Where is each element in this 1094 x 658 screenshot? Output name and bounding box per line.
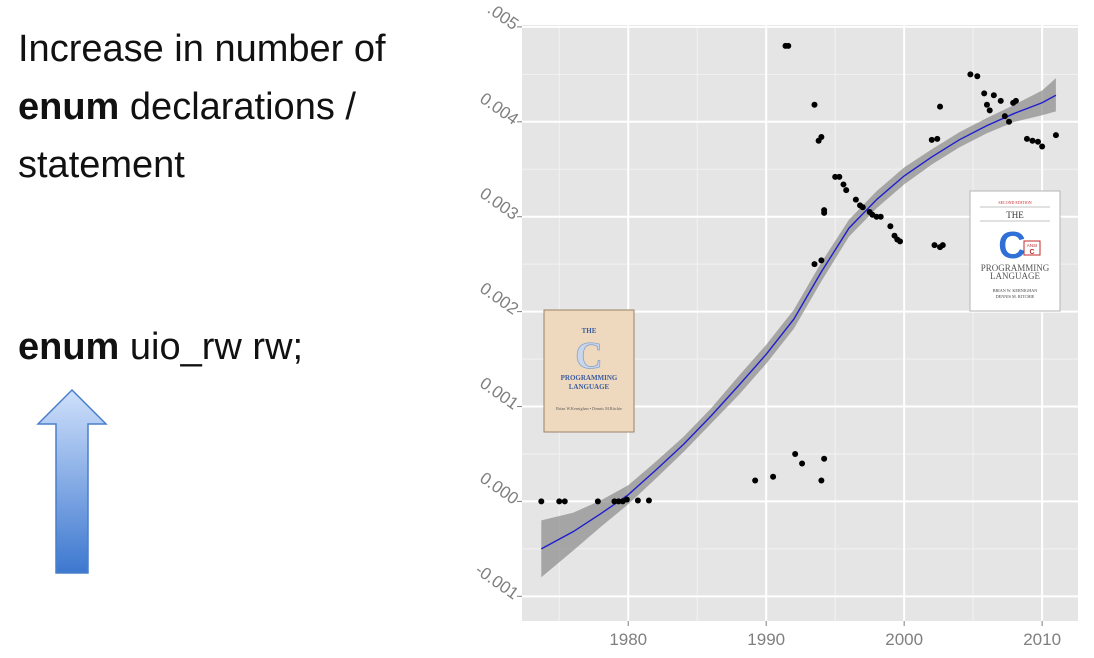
data-point (811, 101, 818, 108)
data-point (974, 73, 981, 80)
data-point (939, 242, 946, 249)
y-tick-label: -0.001 (472, 560, 522, 603)
x-tick-label: 1980 (609, 630, 647, 649)
code-example: enum uio_rw rw; (18, 318, 303, 376)
data-point (623, 496, 630, 503)
data-point (615, 498, 622, 505)
cover1-title-2: LANGUAGE (569, 383, 610, 391)
y-tick-label: .005 (484, 0, 522, 34)
confidence-band (541, 78, 1056, 578)
data-point (818, 257, 825, 264)
data-points (538, 42, 1059, 505)
data-point (799, 460, 806, 467)
data-point (852, 196, 859, 203)
data-point (981, 90, 988, 97)
data-point (859, 204, 866, 211)
x-tick-label: 2000 (885, 630, 923, 649)
data-point (611, 498, 618, 505)
data-point (997, 97, 1004, 104)
cover1-title-1: PROGRAMMING (561, 374, 618, 382)
heading-line-2: enum declarations / statement (18, 78, 438, 194)
cover2-title-2: LANGUAGE (990, 271, 1040, 281)
cover2-ansi-letter: C (1029, 249, 1034, 256)
data-point (843, 187, 850, 194)
cover2-letter: C (998, 225, 1025, 267)
cover1-letter: C (575, 335, 602, 377)
data-point (818, 133, 825, 140)
data-point (832, 173, 839, 180)
data-point (986, 107, 993, 114)
y-tick-label: 0.002 (476, 279, 522, 319)
code-rest: uio_rw rw; (129, 326, 304, 368)
cover2-edition: SECOND EDITION (998, 200, 1031, 205)
second-edition-book-cover: SECOND EDITION THE C ANSI C PROGRAMMING … (969, 190, 1061, 312)
data-point (873, 213, 880, 220)
cover2-author-2: DENNIS M. RITCHIE (996, 294, 1035, 299)
cover1-authors: Brian W.Kernighan • Dennis M.Ritchie (556, 406, 622, 411)
data-point (752, 477, 759, 484)
cover1-the: THE (582, 327, 597, 335)
data-point (1029, 137, 1036, 144)
heading-rest: declarations / statement (18, 86, 356, 186)
data-point (897, 238, 904, 245)
data-point (931, 242, 938, 249)
cover2-the: THE (1006, 210, 1024, 220)
data-point (645, 497, 652, 504)
cover2-title-1: PROGRAMMING (981, 263, 1050, 273)
y-axis-ticks: -0.001 0.000 0.001 0.002 0.003 0.004 .005 (472, 0, 522, 603)
data-point (967, 71, 974, 78)
data-point (934, 135, 941, 142)
data-point (1012, 97, 1019, 104)
y-tick-label: 0.000 (476, 468, 522, 508)
data-point (1039, 143, 1046, 150)
data-point (594, 498, 601, 505)
smooth-trend-line (540, 94, 1057, 550)
x-tick-label: 1990 (747, 630, 785, 649)
cover2-author-1: BRIAN W. KERNIGHAN (993, 288, 1038, 293)
x-axis-ticks: 1980 1990 2000 2010 (609, 621, 1061, 649)
data-point (887, 223, 894, 230)
data-point (821, 455, 828, 462)
heading-keyword: enum (18, 86, 120, 128)
code-keyword: enum (18, 326, 120, 368)
data-point (1052, 132, 1059, 139)
y-tick-label: 0.004 (476, 89, 522, 129)
data-point (811, 261, 818, 268)
y-tick-label: 0.003 (476, 184, 522, 224)
y-tick-label: 0.001 (476, 373, 522, 413)
x-tick-label: 2010 (1023, 630, 1061, 649)
data-point (983, 101, 990, 108)
data-point (1034, 138, 1041, 145)
up-arrow-icon (36, 388, 108, 574)
data-point (1006, 118, 1013, 125)
heading-line-1: Increase in number of (18, 28, 386, 70)
data-point (840, 181, 847, 188)
data-point (1001, 113, 1008, 120)
data-point (818, 477, 825, 484)
data-point (990, 92, 997, 99)
data-point (561, 498, 568, 505)
data-point (538, 498, 545, 505)
data-point (877, 213, 884, 220)
first-edition-book-cover: THE C PROGRAMMING LANGUAGE Brian W.Kerni… (543, 309, 635, 433)
data-point (770, 473, 777, 480)
data-point (792, 450, 799, 457)
data-point (821, 207, 828, 214)
data-point (556, 498, 563, 505)
data-point (1023, 135, 1030, 142)
data-point (836, 173, 843, 180)
data-point (937, 103, 944, 110)
slide-heading: Increase in number of enum declarations … (18, 20, 438, 194)
data-point (785, 42, 792, 49)
cover2-ansi: ANSI (1027, 243, 1038, 248)
data-point (928, 136, 935, 143)
data-point (634, 497, 641, 504)
